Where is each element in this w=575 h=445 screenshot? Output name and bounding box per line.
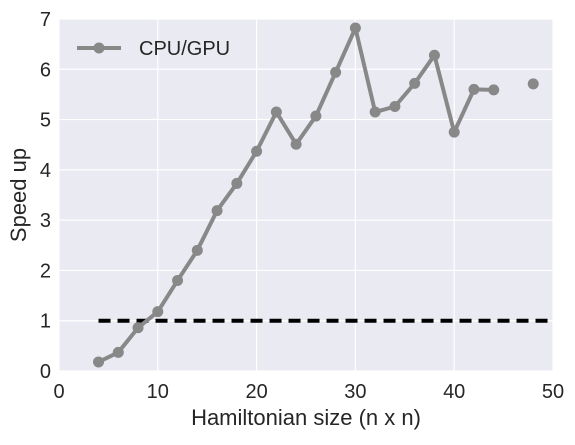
data-point [290, 138, 302, 150]
y-tick-label: 2 [40, 260, 51, 282]
x-tick-labels: 0 10 20 30 40 50 [53, 381, 564, 403]
y-tick-label: 7 [40, 9, 51, 31]
legend-marker [93, 42, 105, 54]
y-tick-label: 6 [40, 59, 51, 81]
data-point [488, 84, 500, 96]
y-tick-label: 0 [40, 361, 51, 383]
data-point [310, 110, 322, 122]
data-point [172, 274, 184, 286]
plot-background [59, 19, 553, 371]
x-tick-label: 0 [53, 381, 64, 403]
x-tick-label: 30 [344, 381, 366, 403]
data-point [428, 49, 440, 61]
x-tick-label: 50 [542, 381, 564, 403]
data-point [93, 356, 105, 368]
data-point [211, 205, 223, 217]
x-tick-label: 20 [245, 381, 267, 403]
y-tick-label: 1 [40, 311, 51, 333]
data-point [448, 126, 460, 138]
legend: CPU/GPU [77, 38, 230, 60]
y-tick-label: 5 [40, 110, 51, 132]
y-axis-label: Speed up [6, 148, 31, 242]
data-point [191, 244, 203, 256]
x-axis-label: Hamiltonian size (n x n) [191, 405, 421, 430]
data-point [270, 106, 282, 118]
legend-label: CPU/GPU [139, 38, 230, 60]
data-point [349, 22, 361, 34]
data-point [527, 78, 539, 90]
data-point [409, 77, 421, 89]
y-tick-label: 4 [40, 160, 51, 182]
y-tick-label: 3 [40, 210, 51, 232]
x-tick-label: 40 [443, 381, 465, 403]
data-point [251, 145, 263, 157]
series-layer [93, 22, 539, 368]
y-tick-labels: 0 1 2 3 4 5 6 7 [40, 9, 51, 383]
x-tick-label: 10 [147, 381, 169, 403]
data-point [369, 106, 381, 118]
series-0 [93, 22, 539, 368]
data-point [468, 83, 480, 95]
data-point [330, 66, 342, 78]
data-point [389, 100, 401, 112]
data-point [112, 346, 124, 358]
data-point [132, 322, 144, 334]
data-point [152, 306, 164, 318]
data-point [231, 177, 243, 189]
grid-lines [58, 18, 554, 372]
